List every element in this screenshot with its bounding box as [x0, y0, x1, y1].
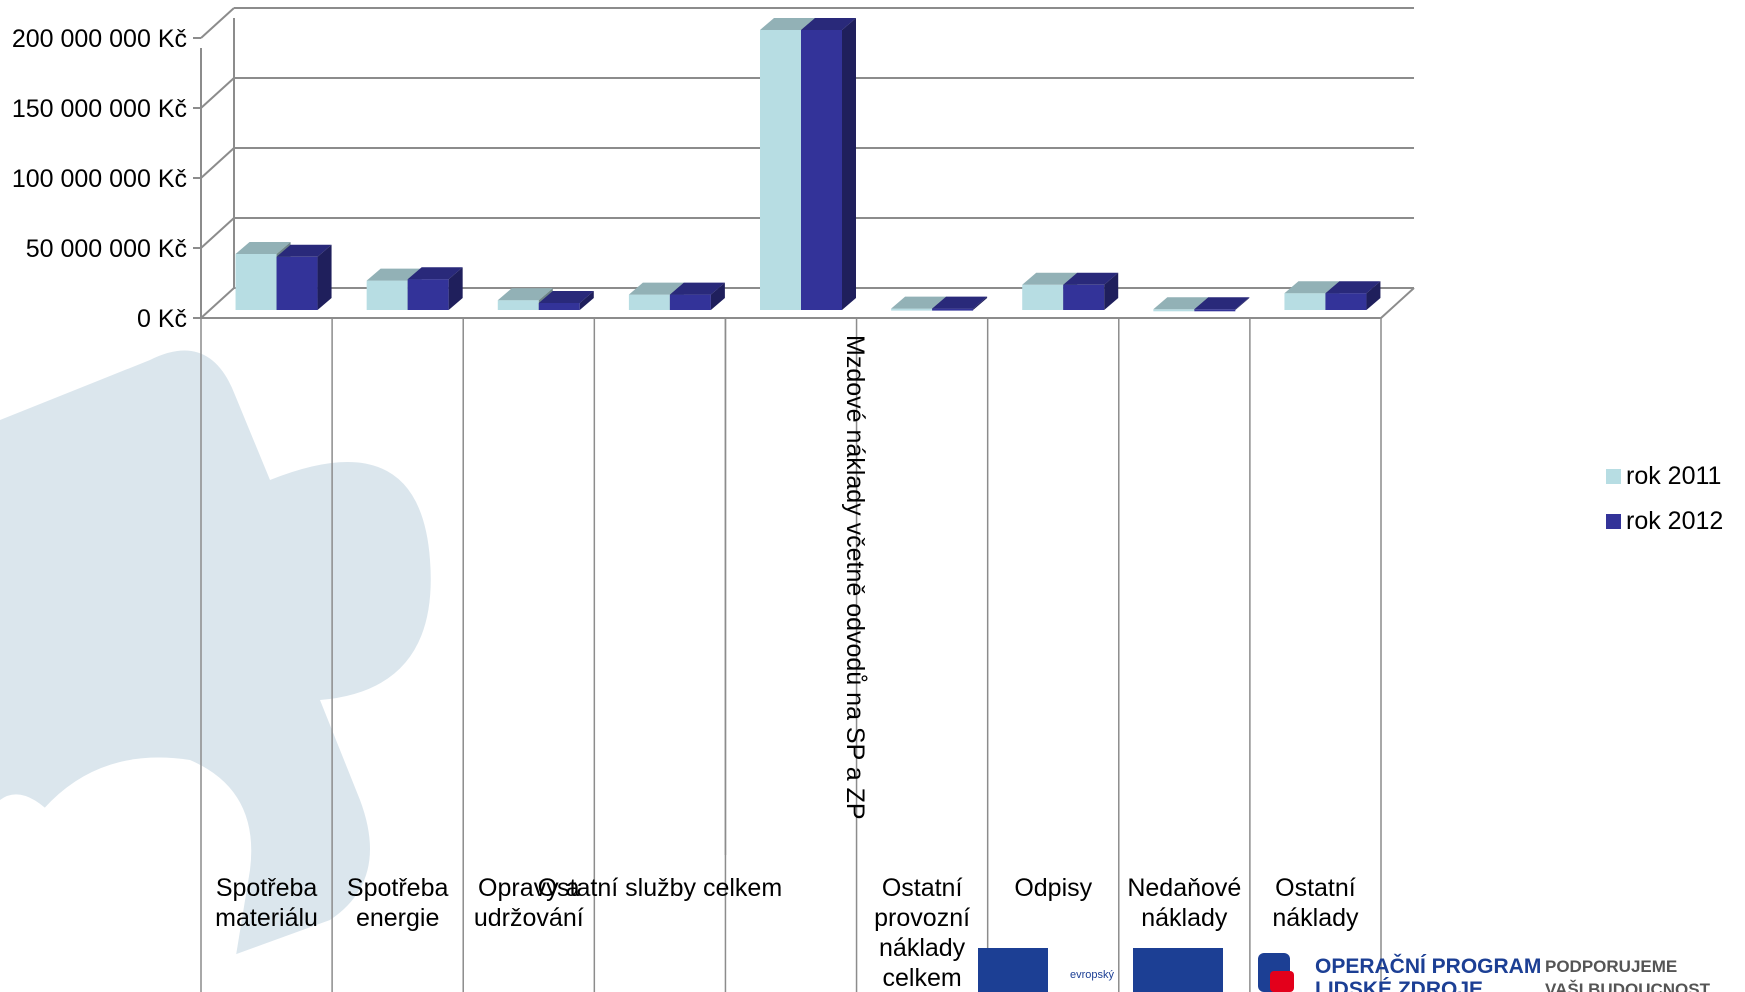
esf-label: evropský [1070, 969, 1115, 981]
x-tick-label-2: Opravy a udržování [474, 874, 584, 932]
podporujeme-line1: PODPORUJEME [1545, 957, 1678, 976]
bar-side-2012-5 [973, 296, 988, 310]
bar-2011-8 [1284, 293, 1326, 310]
bar-top-2012-6 [1063, 272, 1119, 285]
bar-2012-5 [932, 308, 974, 311]
op-lz-logo-icon-accent [1270, 971, 1294, 992]
bar-side-2012-2 [579, 291, 594, 310]
legend-swatch-2012 [1606, 514, 1621, 529]
floor-right-edge [1380, 287, 1415, 319]
bar-top-2011-3 [628, 282, 684, 295]
bar-top-2011-4 [760, 18, 815, 30]
legend-swatch-2011 [1606, 469, 1621, 484]
bar-2012-8 [1325, 293, 1367, 310]
x-tick-label-8: Ostatní náklady [1272, 874, 1359, 932]
bar-side-2012-3 [710, 282, 725, 310]
op-lz-line1: OPERAČNÍ PROGRAM [1315, 955, 1542, 978]
bar-side-2012-7 [1235, 297, 1250, 310]
y-tick-label-2: 100 000 000 Kč [12, 165, 187, 193]
bar-top-2012-2 [538, 291, 594, 303]
footer-logos: evropský OPERAČNÍ PROGRAM LIDSKÉ ZDROJE … [970, 945, 1745, 992]
gridline-diagonal-2 [200, 147, 235, 179]
bar-2012-6 [1063, 284, 1105, 310]
bar-side-2012-8 [1366, 281, 1381, 310]
gridline-diagonal-3 [200, 77, 235, 109]
bar-top-2012-1 [407, 267, 463, 280]
bar-2012-4 [801, 30, 842, 310]
legend-label-2011: rok 2011 [1626, 462, 1722, 490]
eu-flag-logo [1133, 948, 1223, 992]
y-tick-label-1: 50 000 000 Kč [26, 235, 187, 263]
legend-label-2012: rok 2012 [1626, 507, 1724, 535]
bar-top-2012-7 [1194, 297, 1250, 310]
esf-logo [978, 948, 1048, 992]
x-tick-label-0: Spotřeba materiálu [215, 874, 318, 932]
bar-2012-2 [538, 303, 580, 310]
x-tick-label-1: Spotřeba energie [347, 874, 449, 932]
podporujeme-line2: VAŠI BUDOUCNOST [1545, 980, 1710, 992]
bar-2012-3 [669, 294, 711, 310]
bar-top-2011-0 [235, 242, 291, 254]
bar-side-2012-0 [317, 244, 332, 310]
bar-top-2012-3 [669, 282, 725, 295]
legend-item-2011: rok 2011 [1606, 454, 1723, 499]
y-tick-label-3: 150 000 000 Kč [12, 95, 187, 123]
bar-2011-1 [366, 280, 408, 310]
gridline-diagonal-4 [200, 7, 235, 39]
x-tick-label-5: Ostatní provozní náklady celkem [874, 874, 970, 992]
x-tick-label-3: Ostatní služby celkem [538, 874, 783, 902]
x-tick-label-4: Mzdové náklady včetně odvodů na SP a ZP [841, 335, 869, 820]
gridline-diagonal-0 [200, 287, 235, 319]
bar-2011-4 [760, 30, 801, 310]
op-lz-logo-text: OPERAČNÍ PROGRAM LIDSKÉ ZDROJE [1315, 955, 1541, 992]
bar-2011-2 [497, 300, 539, 310]
bar-top-2011-1 [366, 268, 422, 281]
x-tick-label-6: Odpisy [1014, 874, 1092, 902]
podporujeme-slogan: PODPORUJEME VAŠI BUDOUCNOST [1545, 955, 1710, 992]
bar-top-2012-4 [801, 18, 856, 30]
x-tick-label-7: Nedaňové náklady [1127, 874, 1241, 932]
bar-2011-0 [235, 254, 277, 310]
bar-top-2011-5 [891, 296, 947, 309]
bar-top-2012-5 [932, 296, 988, 309]
bar-top-2011-6 [1022, 272, 1078, 285]
bar-side-2012-1 [448, 267, 463, 310]
chart-legend: rok 2011 rok 2012 [1606, 454, 1723, 544]
bar-top-2011-8 [1284, 281, 1340, 294]
bar-2012-1 [407, 279, 449, 310]
bar-top-2011-7 [1153, 297, 1209, 310]
op-lz-line2: LIDSKÉ ZDROJE [1315, 978, 1484, 992]
bar-2012-0 [276, 256, 318, 310]
bar-side-2012-4 [842, 18, 856, 310]
bar-2012-7 [1194, 309, 1236, 312]
bar-2011-5 [891, 308, 933, 311]
y-tick-label-0: 0 Kč [137, 305, 187, 333]
bar-top-2012-8 [1325, 281, 1381, 294]
bar-2011-7 [1153, 309, 1195, 312]
bar-top-2012-0 [276, 244, 332, 257]
bar-2011-6 [1022, 284, 1064, 310]
y-tick-label-4: 200 000 000 Kč [12, 25, 187, 53]
legend-item-2012: rok 2012 [1606, 499, 1723, 544]
bar-top-2011-2 [497, 288, 553, 301]
bar-2011-3 [628, 294, 670, 310]
bar-side-2012-6 [1104, 272, 1119, 310]
gridline-diagonal-1 [200, 217, 235, 249]
